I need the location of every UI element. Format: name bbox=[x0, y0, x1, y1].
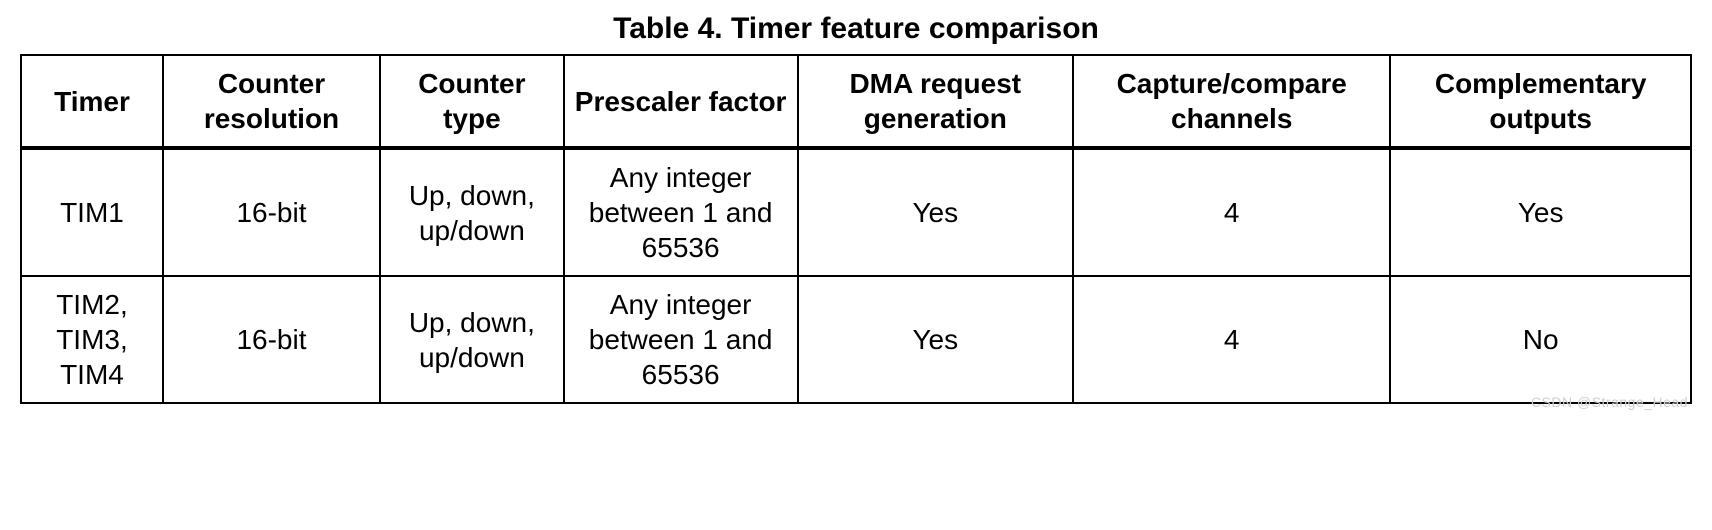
cell-prescaler-factor: Any integer between 1 and 65536 bbox=[564, 276, 798, 403]
cell-timer: TIM2, TIM3, TIM4 bbox=[21, 276, 163, 403]
cell-complementary-outputs: No bbox=[1390, 276, 1691, 403]
timer-comparison-table: Timer Counter resolution Counter type Pr… bbox=[20, 54, 1692, 404]
cell-counter-type: Up, down, up/down bbox=[380, 276, 564, 403]
column-header-prescaler-factor: Prescaler factor bbox=[564, 55, 798, 148]
column-header-counter-type: Counter type bbox=[380, 55, 564, 148]
cell-counter-resolution: 16-bit bbox=[163, 148, 380, 276]
table-title: Table 4. Timer feature comparison bbox=[20, 12, 1692, 46]
cell-capture-compare: 4 bbox=[1073, 148, 1390, 276]
cell-dma-request: Yes bbox=[798, 148, 1074, 276]
cell-dma-request: Yes bbox=[798, 276, 1074, 403]
table-header-row: Timer Counter resolution Counter type Pr… bbox=[21, 55, 1691, 148]
cell-complementary-outputs: Yes bbox=[1390, 148, 1691, 276]
column-header-capture-compare: Capture/compare channels bbox=[1073, 55, 1390, 148]
column-header-counter-resolution: Counter resolution bbox=[163, 55, 380, 148]
cell-timer: TIM1 bbox=[21, 148, 163, 276]
column-header-timer: Timer bbox=[21, 55, 163, 148]
watermark-text: CSDN @Strange_Head bbox=[1531, 394, 1688, 410]
cell-prescaler-factor: Any integer between 1 and 65536 bbox=[564, 148, 798, 276]
table-row: TIM1 16-bit Up, down, up/down Any intege… bbox=[21, 148, 1691, 276]
cell-capture-compare: 4 bbox=[1073, 276, 1390, 403]
column-header-complementary-outputs: Complementary outputs bbox=[1390, 55, 1691, 148]
cell-counter-resolution: 16-bit bbox=[163, 276, 380, 403]
column-header-dma-request: DMA request generation bbox=[798, 55, 1074, 148]
cell-counter-type: Up, down, up/down bbox=[380, 148, 564, 276]
table-row: TIM2, TIM3, TIM4 16-bit Up, down, up/dow… bbox=[21, 276, 1691, 403]
